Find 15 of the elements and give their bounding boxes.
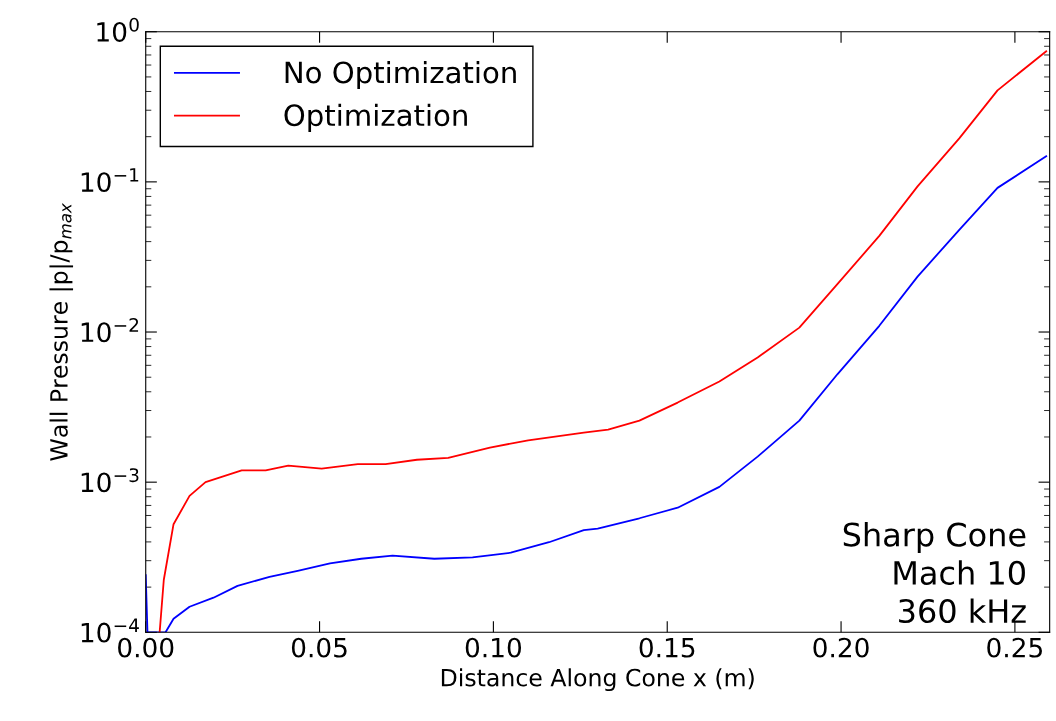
x-tick-label: 0.25 — [987, 637, 1042, 658]
y-tick-label: 10$^{−3}$ — [81, 468, 139, 493]
y-tick-label: 10$^{−1}$ — [81, 168, 139, 193]
x-axis-title: Distance Along Cone x (m) — [441, 668, 754, 692]
y-axis-title: Wall Pressure |p|/p$_{max}$ — [49, 203, 74, 461]
y-tick-label: 10$^{−2}$ — [81, 318, 139, 343]
legend-label: No Optimization — [285, 60, 516, 90]
x-tick-label: 0.20 — [813, 637, 869, 658]
line-series — [158, 50, 1048, 633]
x-tick-label: 0.15 — [639, 637, 695, 658]
legend-label: Optimization — [284, 103, 467, 132]
y-tick-label: 10$^{0}$ — [97, 17, 139, 42]
x-tick-label: 0.05 — [291, 637, 347, 658]
annotation: Sharp Cone Mach 10 360 kHz — [843, 522, 1026, 624]
x-tick-label: 0.10 — [465, 637, 522, 658]
